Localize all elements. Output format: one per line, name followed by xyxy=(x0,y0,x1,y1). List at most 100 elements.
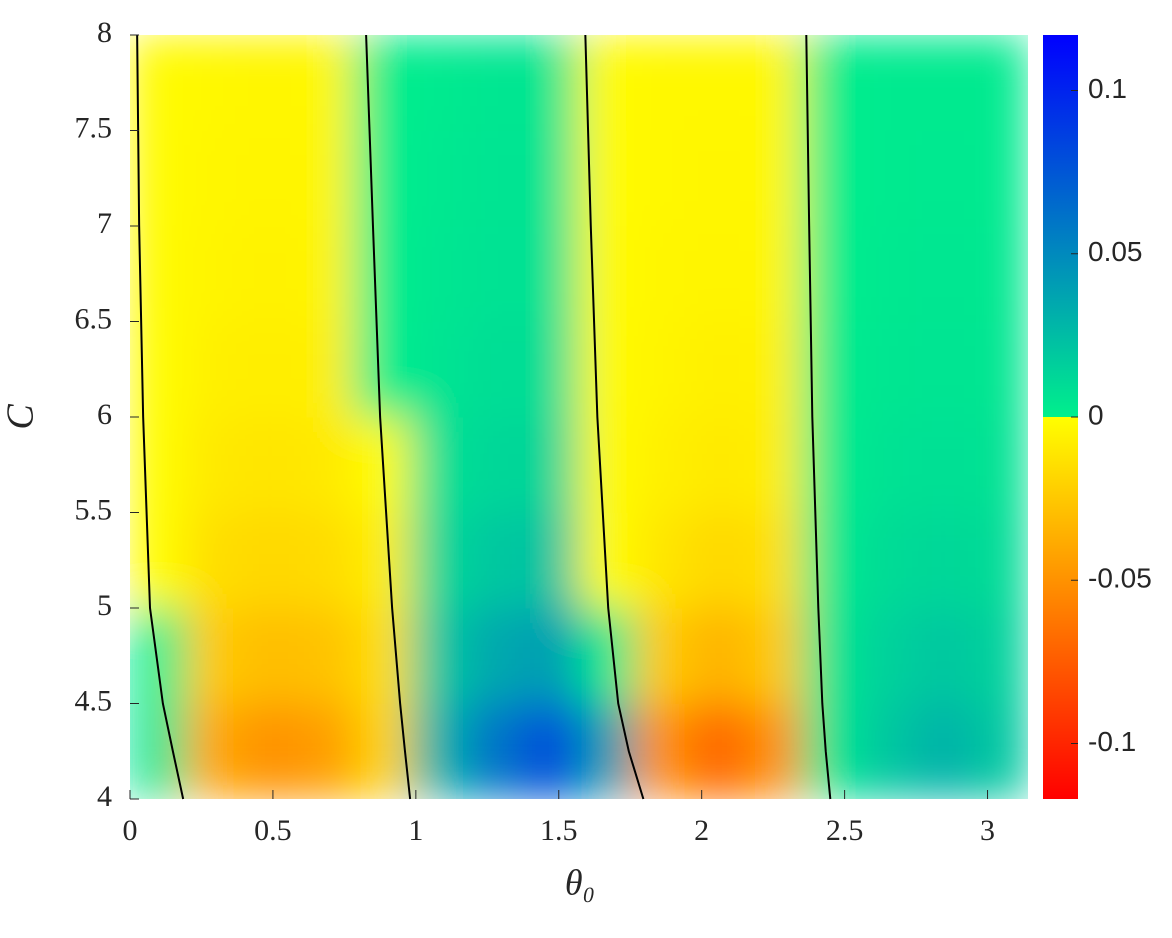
heatmap-cell xyxy=(971,321,1028,418)
heatmap-cell xyxy=(410,512,468,609)
heatmap-cell xyxy=(746,35,805,131)
y-tick-label: 6.5 xyxy=(75,302,113,335)
heatmap-cell xyxy=(746,703,805,799)
x-tick-label: 0.5 xyxy=(254,814,292,847)
heatmap-cell xyxy=(354,703,412,799)
heatmap-cell xyxy=(859,703,917,799)
y-tick-label: 4.5 xyxy=(75,684,113,717)
heatmap-cell xyxy=(971,607,1028,704)
heatmap-cell xyxy=(466,225,524,322)
heatmap-cell xyxy=(466,130,524,227)
heatmap-cell xyxy=(971,35,1028,131)
heatmap-cell xyxy=(466,607,524,704)
heatmap-cell xyxy=(410,416,468,513)
x-tick-label: 1.5 xyxy=(540,814,578,847)
heatmap-cell xyxy=(466,703,524,799)
heatmap-cell xyxy=(297,321,356,418)
y-tick-label: 6 xyxy=(97,398,112,431)
heatmap-cell xyxy=(802,416,861,513)
heatmap-cell xyxy=(859,416,917,513)
heatmap-cell xyxy=(297,35,356,131)
heatmap-cell xyxy=(971,703,1028,799)
heatmap-cells xyxy=(130,35,1028,799)
heatmap-cell xyxy=(297,703,356,799)
heatmap-cell xyxy=(802,35,861,131)
heatmap-cell xyxy=(915,225,973,322)
heatmap-cell xyxy=(410,225,468,322)
y-axis-label: C xyxy=(0,404,42,430)
heatmap-cell xyxy=(634,35,692,131)
heatmap-cell xyxy=(185,35,243,131)
heatmap-cell xyxy=(185,321,243,418)
heatmap-cell xyxy=(578,130,636,227)
heatmap-cell xyxy=(130,416,187,513)
heatmap-cell xyxy=(746,512,805,609)
heatmap-cell xyxy=(522,35,580,131)
heatmap-cell xyxy=(859,130,917,227)
y-tick-label: 8 xyxy=(97,16,112,49)
heatmap-cell xyxy=(130,703,187,799)
heatmap-cell xyxy=(354,321,412,418)
heatmap-cell xyxy=(466,512,524,609)
heatmap-cell xyxy=(802,225,861,322)
heatmap-cell xyxy=(915,35,973,131)
heatmap-cell xyxy=(241,35,300,131)
heatmap-cell xyxy=(522,225,580,322)
heatmap-cell xyxy=(185,130,243,227)
y-tick-label: 7.5 xyxy=(75,111,113,144)
heatmap-cell xyxy=(802,130,861,227)
heatmap-cell xyxy=(690,416,749,513)
heatmap-cell xyxy=(634,321,692,418)
heatmap-cell xyxy=(690,35,749,131)
zero-contour xyxy=(805,34,832,800)
heatmap-cell xyxy=(354,512,412,609)
heatmap-cell xyxy=(859,607,917,704)
heatmap-cell xyxy=(241,703,300,799)
heatmap-cell xyxy=(241,130,300,227)
x-axis-label: θ₀ xyxy=(565,862,595,902)
heatmap-cell xyxy=(859,512,917,609)
colorbar-tick-label: 0 xyxy=(1088,399,1104,430)
heatmap-cell xyxy=(185,416,243,513)
heatmap-cell xyxy=(578,703,636,799)
zero-contour xyxy=(136,34,185,800)
heatmap-cell xyxy=(690,703,749,799)
zero-contour xyxy=(365,34,412,800)
heatmap-cell xyxy=(690,225,749,322)
heatmap xyxy=(130,35,1028,799)
heatmap-cell xyxy=(578,416,636,513)
heatmap-cell xyxy=(410,130,468,227)
heatmap-cell xyxy=(971,416,1028,513)
heatmap-cell xyxy=(410,35,468,131)
heatmap-cell xyxy=(130,607,187,704)
heatmap-cell xyxy=(297,512,356,609)
heatmap-cell xyxy=(241,416,300,513)
heatmap-cell xyxy=(859,35,917,131)
heatmap-cell xyxy=(915,703,973,799)
heatmap-cell xyxy=(634,225,692,322)
heatmap-cell xyxy=(522,607,580,704)
heatmap-cell xyxy=(241,321,300,418)
heatmap-cell xyxy=(241,607,300,704)
heatmap-cell xyxy=(185,225,243,322)
heatmap-cell xyxy=(746,416,805,513)
heatmap-cell xyxy=(971,512,1028,609)
x-tick-label: 1 xyxy=(408,814,423,847)
colorbar-tick-label: 0.05 xyxy=(1088,236,1143,267)
x-tick-label: 3 xyxy=(980,814,995,847)
y-tick-label: 5.5 xyxy=(75,493,113,526)
heatmap-cell xyxy=(690,512,749,609)
heatmap-cell xyxy=(915,130,973,227)
x-tick-label: 2 xyxy=(694,814,709,847)
heatmap-cell xyxy=(746,225,805,322)
heatmap-cell xyxy=(802,512,861,609)
heatmap-cell xyxy=(578,607,636,704)
heatmap-cell xyxy=(241,512,300,609)
heatmap-cell xyxy=(297,416,356,513)
heatmap-cell xyxy=(522,416,580,513)
heatmap-cell xyxy=(634,512,692,609)
heatmap-cell xyxy=(915,321,973,418)
heatmap-cell xyxy=(297,607,356,704)
heatmap-cell xyxy=(185,607,243,704)
